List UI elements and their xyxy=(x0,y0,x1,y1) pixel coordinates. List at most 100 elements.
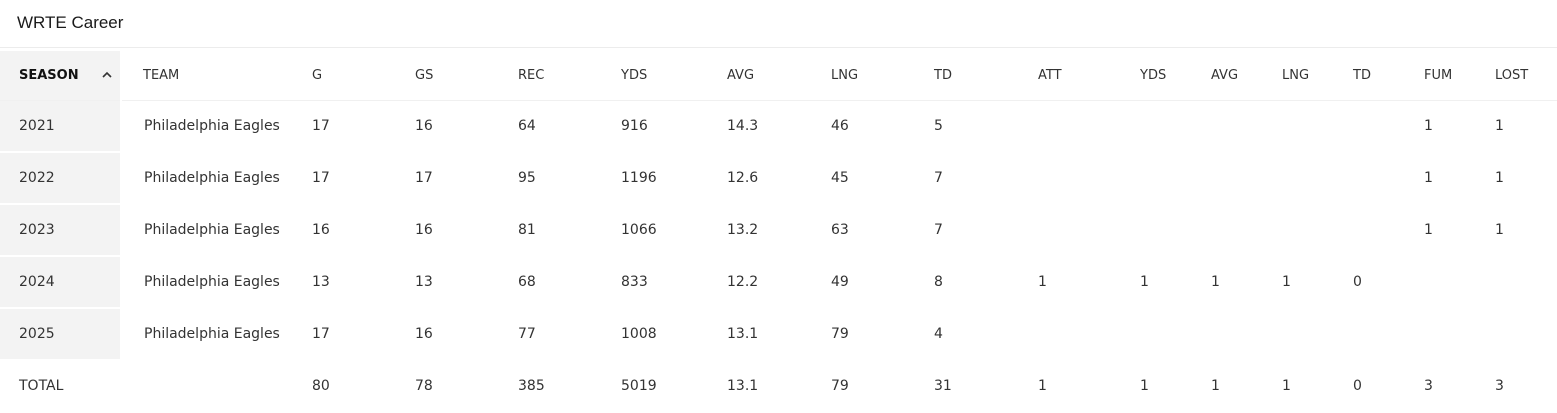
cell-avg: 12.6 xyxy=(706,152,810,205)
cell-team: Philadelphia Eagles xyxy=(121,100,291,153)
cell-lost: 1 xyxy=(1474,204,1557,257)
table-row: 2024 Philadelphia Eagles 13 13 68 833 12… xyxy=(0,256,1557,309)
column-header-avg[interactable]: AVG xyxy=(706,51,810,101)
column-header-rush-td[interactable]: TD xyxy=(1332,51,1403,101)
column-header-fum[interactable]: FUM xyxy=(1403,51,1474,101)
cell-td: 8 xyxy=(913,256,1017,309)
cell-lng: 45 xyxy=(810,152,913,205)
cell-rush-lng: 1 xyxy=(1261,360,1332,413)
column-header-rec[interactable]: REC xyxy=(497,51,600,101)
cell-lost xyxy=(1474,256,1557,309)
cell-season: 2024 xyxy=(0,256,122,309)
column-header-season[interactable]: SEASON xyxy=(0,51,122,101)
column-header-td[interactable]: TD xyxy=(913,51,1017,101)
cell-yds: 1196 xyxy=(600,152,706,205)
cell-td: 4 xyxy=(913,308,1017,361)
cell-rush-yds: 1 xyxy=(1119,256,1190,309)
cell-yds: 916 xyxy=(600,100,706,153)
cell-rush-td xyxy=(1332,308,1403,361)
column-header-rush-avg[interactable]: AVG xyxy=(1190,51,1261,101)
column-header-yds[interactable]: YDS xyxy=(600,51,706,101)
section-header: WRTE Career xyxy=(0,0,1557,48)
column-header-team[interactable]: TEAM xyxy=(121,51,291,101)
cell-rush-lng xyxy=(1261,308,1332,361)
cell-yds: 833 xyxy=(600,256,706,309)
cell-rush-yds xyxy=(1119,152,1190,205)
cell-team: Philadelphia Eagles xyxy=(121,152,291,205)
cell-att xyxy=(1017,308,1119,361)
column-header-g[interactable]: G xyxy=(291,51,394,101)
cell-lost xyxy=(1474,308,1557,361)
column-header-label: SEASON xyxy=(19,67,79,83)
cell-att xyxy=(1017,204,1119,257)
cell-rush-avg xyxy=(1190,100,1261,153)
cell-rec: 64 xyxy=(497,100,600,153)
table-row: 2022 Philadelphia Eagles 17 17 95 1196 1… xyxy=(0,152,1557,205)
cell-rush-yds xyxy=(1119,308,1190,361)
chevron-up-icon xyxy=(102,71,112,78)
cell-rec: 95 xyxy=(497,152,600,205)
cell-team xyxy=(121,360,291,413)
cell-season: 2023 xyxy=(0,204,122,257)
cell-team: Philadelphia Eagles xyxy=(121,204,291,257)
cell-att: 1 xyxy=(1017,256,1119,309)
column-header-lost[interactable]: LOST xyxy=(1474,51,1557,101)
cell-lost: 3 xyxy=(1474,360,1557,413)
cell-g: 17 xyxy=(291,152,394,205)
cell-rush-yds: 1 xyxy=(1119,360,1190,413)
cell-rush-lng xyxy=(1261,152,1332,205)
cell-rush-td: 0 xyxy=(1332,256,1403,309)
table-row: 2021 Philadelphia Eagles 17 16 64 916 14… xyxy=(0,100,1557,153)
cell-avg: 13.1 xyxy=(706,308,810,361)
cell-att xyxy=(1017,100,1119,153)
column-header-lng[interactable]: LNG xyxy=(810,51,913,101)
column-header-rush-lng[interactable]: LNG xyxy=(1261,51,1332,101)
cell-rec: 81 xyxy=(497,204,600,257)
cell-td: 31 xyxy=(913,360,1017,413)
cell-rush-avg xyxy=(1190,152,1261,205)
cell-lng: 79 xyxy=(810,360,913,413)
cell-rush-avg xyxy=(1190,308,1261,361)
cell-rush-td xyxy=(1332,204,1403,257)
cell-lng: 46 xyxy=(810,100,913,153)
cell-att: 1 xyxy=(1017,360,1119,413)
cell-rush-avg: 1 xyxy=(1190,256,1261,309)
column-header-gs[interactable]: GS xyxy=(394,51,497,101)
cell-yds: 1066 xyxy=(600,204,706,257)
cell-team: Philadelphia Eagles xyxy=(121,308,291,361)
section-title: WRTE Career xyxy=(17,13,124,32)
cell-fum: 1 xyxy=(1403,152,1474,205)
cell-rush-avg xyxy=(1190,204,1261,257)
cell-season: 2025 xyxy=(0,308,122,361)
column-header-att[interactable]: ATT xyxy=(1017,51,1119,101)
career-stats-table: SEASON TEAM G GS REC YDS AVG LNG TD ATT … xyxy=(0,51,1557,413)
cell-g: 80 xyxy=(291,360,394,413)
cell-fum: 1 xyxy=(1403,204,1474,257)
column-header-rush-yds[interactable]: YDS xyxy=(1119,51,1190,101)
cell-gs: 17 xyxy=(394,152,497,205)
cell-att xyxy=(1017,152,1119,205)
cell-fum xyxy=(1403,256,1474,309)
cell-g: 17 xyxy=(291,308,394,361)
cell-rec: 77 xyxy=(497,308,600,361)
cell-team: Philadelphia Eagles xyxy=(121,256,291,309)
cell-gs: 16 xyxy=(394,308,497,361)
cell-rush-td xyxy=(1332,152,1403,205)
cell-fum: 1 xyxy=(1403,100,1474,153)
cell-td: 7 xyxy=(913,204,1017,257)
cell-season: TOTAL xyxy=(0,360,122,413)
cell-fum xyxy=(1403,308,1474,361)
cell-lost: 1 xyxy=(1474,100,1557,153)
cell-yds: 5019 xyxy=(600,360,706,413)
cell-avg: 13.1 xyxy=(706,360,810,413)
table-row: 2025 Philadelphia Eagles 17 16 77 1008 1… xyxy=(0,308,1557,361)
cell-rush-lng: 1 xyxy=(1261,256,1332,309)
table-row: 2023 Philadelphia Eagles 16 16 81 1066 1… xyxy=(0,204,1557,257)
cell-season: 2022 xyxy=(0,152,122,205)
cell-rec: 385 xyxy=(497,360,600,413)
cell-gs: 16 xyxy=(394,204,497,257)
cell-lost: 1 xyxy=(1474,152,1557,205)
cell-rec: 68 xyxy=(497,256,600,309)
cell-avg: 13.2 xyxy=(706,204,810,257)
cell-gs: 13 xyxy=(394,256,497,309)
